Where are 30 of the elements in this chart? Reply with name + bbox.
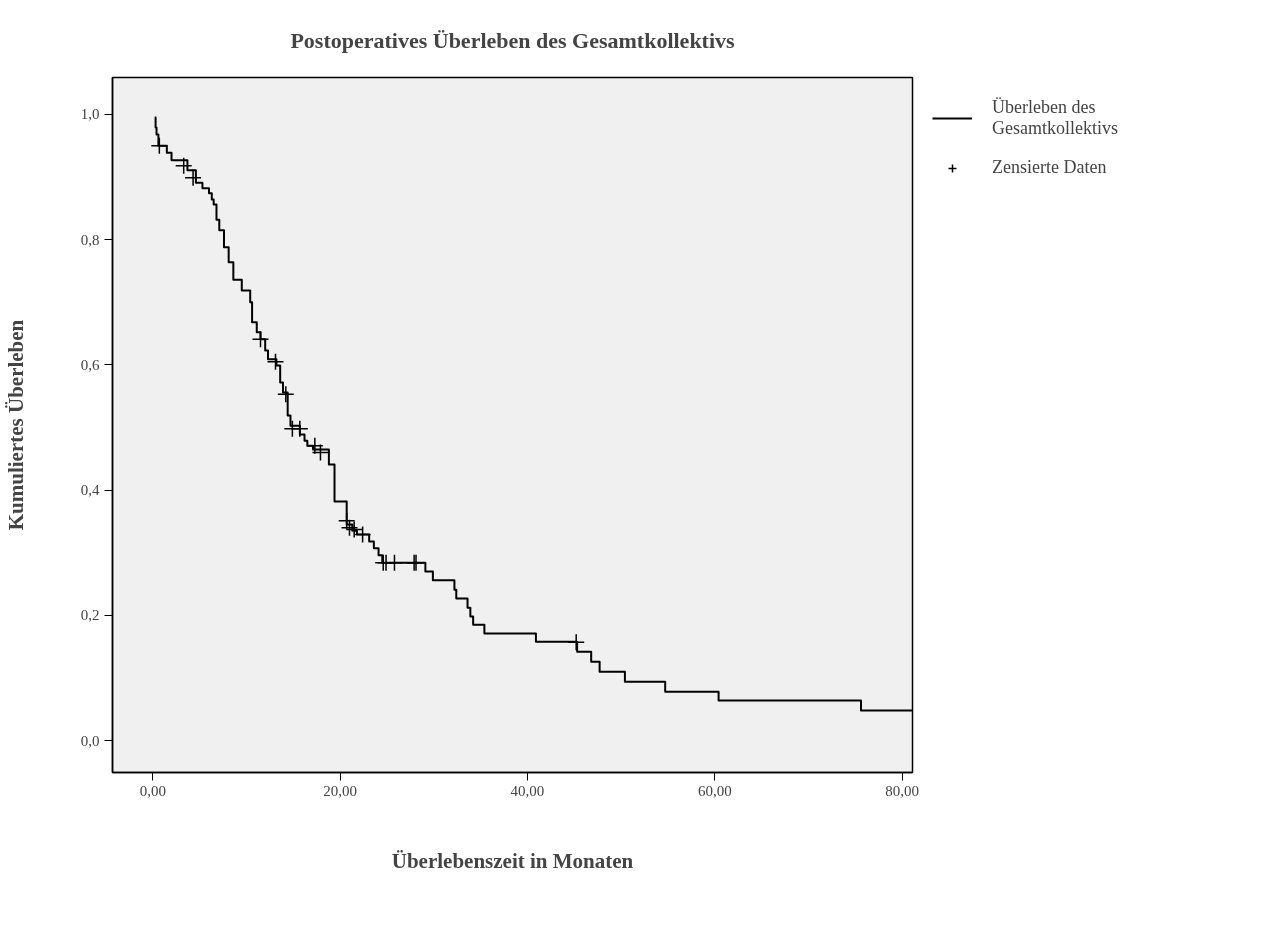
y-tick-label: 0,6 [80,356,100,373]
y-axis-title: Kumuliertes Überleben [3,319,28,531]
point [184,168,202,187]
point [345,520,363,539]
point [385,554,404,572]
point [340,518,359,537]
x-axis-title: Überlebenszeit in Monaten [391,848,634,873]
point [337,512,356,530]
point [266,353,285,371]
y-tick-label: 0,4 [80,482,100,499]
x-tick-label: 0,00 [139,782,166,799]
x-tick-label: 80,00 [885,782,920,799]
y-tick-label: 0,0 [80,732,100,749]
point [251,330,270,348]
point [567,633,585,652]
x-tick-label: 40,00 [510,782,545,799]
chart-title: Postoperatives Überleben des Gesamtkollektivs [290,27,736,53]
y-tick-label: 0,2 [80,607,100,624]
point [311,443,330,462]
y-tick-label: 0,8 [80,231,100,248]
point [306,436,324,455]
legend-label: Überleben des Gesamtkollektivs [992,97,1118,139]
point [353,525,372,544]
point [150,137,169,155]
point [277,385,295,404]
x-tick-label: 20,00 [323,782,358,799]
point [174,157,193,175]
y-tick-label: 1,0 [80,106,100,123]
legend-label: Zensierte Daten [992,157,1107,178]
x-tick-label: 60,00 [697,782,732,799]
